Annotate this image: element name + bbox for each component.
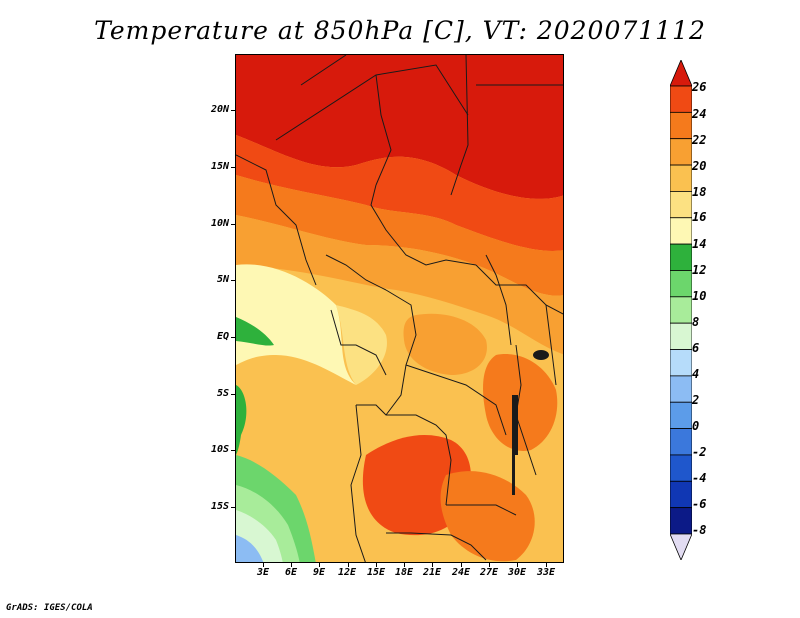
colorbar bbox=[670, 60, 692, 560]
lat-tick-label: 15S bbox=[210, 501, 229, 512]
colorbar-cap-top bbox=[670, 60, 692, 87]
colorbar-swatch bbox=[670, 217, 692, 245]
colorbar-swatch bbox=[670, 428, 692, 456]
lat-tick-label: 20N bbox=[210, 104, 229, 115]
colorbar-label: 24 bbox=[692, 107, 707, 121]
colorbar-label: 22 bbox=[692, 133, 707, 147]
lon-tick bbox=[319, 563, 320, 567]
lon-tick-label: 27E bbox=[479, 567, 499, 578]
colorbar-label: -4 bbox=[692, 471, 707, 485]
colorbar-label: 20 bbox=[692, 159, 707, 173]
colorbar-swatch bbox=[670, 270, 692, 298]
colorbar-cap-bottom bbox=[670, 533, 692, 560]
lon-tick bbox=[432, 563, 433, 567]
lon-tick bbox=[263, 563, 264, 567]
colorbar-label: 0 bbox=[692, 419, 700, 433]
colorbar-swatch bbox=[670, 322, 692, 350]
temperature-map bbox=[235, 54, 564, 563]
colorbar-label: 10 bbox=[692, 289, 707, 303]
colorbar-label: -8 bbox=[692, 523, 707, 537]
lon-tick bbox=[376, 563, 377, 567]
lon-tick-label: 18E bbox=[394, 567, 414, 578]
colorbar-label: 2 bbox=[692, 393, 700, 407]
lon-tick bbox=[489, 563, 490, 567]
lon-tick bbox=[461, 563, 462, 567]
lat-tick bbox=[231, 224, 235, 225]
colorbar-swatch bbox=[670, 454, 692, 482]
colorbar-label: 8 bbox=[692, 315, 700, 329]
colorbar-label: 18 bbox=[692, 185, 707, 199]
lon-tick-label: 33E bbox=[536, 567, 556, 578]
lat-tick-label: 5N bbox=[216, 274, 229, 285]
colorbar-label: -2 bbox=[692, 445, 707, 459]
lat-tick bbox=[231, 337, 235, 338]
lat-tick-label: EQ bbox=[216, 331, 229, 342]
lon-tick-label: 24E bbox=[451, 567, 471, 578]
lon-tick-label: 30E bbox=[507, 567, 527, 578]
lon-tick-label: 3E bbox=[256, 567, 270, 578]
colorbar-swatch bbox=[670, 375, 692, 403]
colorbar-swatch bbox=[670, 164, 692, 192]
lon-tick bbox=[291, 563, 292, 567]
colorbar-swatch bbox=[670, 507, 692, 535]
lat-tick-label: 5S bbox=[216, 388, 229, 399]
lon-tick-label: 9E bbox=[312, 567, 326, 578]
colorbar-swatch bbox=[670, 191, 692, 219]
lon-tick-label: 6E bbox=[284, 567, 298, 578]
colorbar-label: 4 bbox=[692, 367, 700, 381]
lat-tick-label: 10S bbox=[210, 444, 229, 455]
lon-tick-label: 21E bbox=[422, 567, 442, 578]
colorbar-label: 6 bbox=[692, 341, 700, 355]
lat-tick-label: 10N bbox=[210, 218, 229, 229]
lat-tick bbox=[231, 167, 235, 168]
colorbar-label: 14 bbox=[692, 237, 707, 251]
lat-tick-label: 15N bbox=[210, 161, 229, 172]
lat-tick bbox=[231, 394, 235, 395]
colorbar-swatch bbox=[670, 138, 692, 166]
colorbar-swatch bbox=[670, 243, 692, 271]
colorbar-swatch bbox=[670, 349, 692, 377]
colorbar-label: 26 bbox=[692, 80, 707, 94]
lon-tick bbox=[348, 563, 349, 567]
colorbar-swatch bbox=[670, 85, 692, 113]
colorbar-label: -6 bbox=[692, 497, 707, 511]
lon-tick bbox=[546, 563, 547, 567]
colorbar-swatch bbox=[670, 480, 692, 509]
lat-tick bbox=[231, 110, 235, 111]
lon-tick-label: 12E bbox=[337, 567, 357, 578]
footer-credit: GrADS: IGES/COLA bbox=[6, 603, 93, 613]
lon-tick-label: 15E bbox=[366, 567, 386, 578]
colorbar-label: 16 bbox=[692, 210, 707, 224]
lat-tick bbox=[231, 280, 235, 281]
lon-tick bbox=[517, 563, 518, 567]
colorbar-swatch bbox=[670, 401, 692, 429]
colorbar-swatch bbox=[670, 111, 692, 140]
lon-tick bbox=[404, 563, 405, 567]
colorbar-swatch bbox=[670, 296, 692, 324]
lat-tick bbox=[231, 450, 235, 451]
chart-title: Temperature at 850hPa [C], VT: 202007111… bbox=[94, 16, 706, 45]
lat-tick bbox=[231, 507, 235, 508]
colorbar-label: 12 bbox=[692, 263, 707, 277]
